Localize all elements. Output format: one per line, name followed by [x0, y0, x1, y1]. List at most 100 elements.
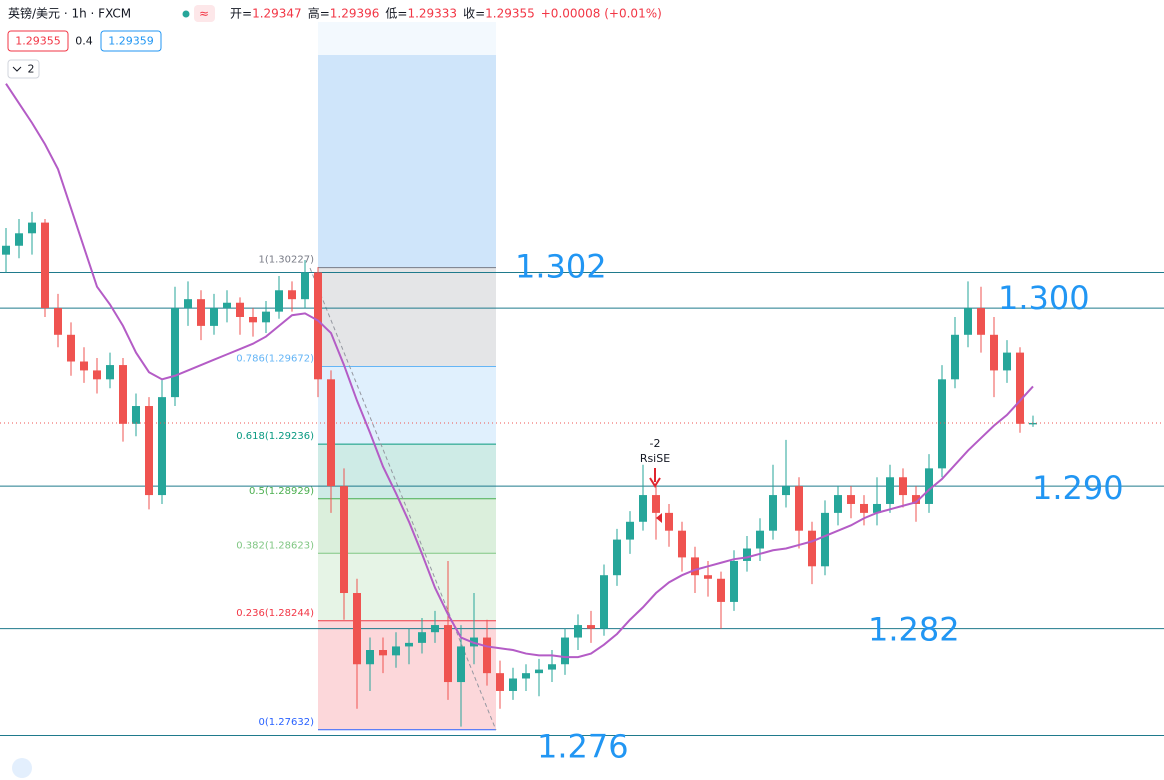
signal-name: RsiSE [640, 452, 670, 465]
ohlc-value: 1.29333 [407, 7, 457, 21]
level-label: 1.300 [998, 279, 1090, 317]
candle-body [548, 664, 556, 670]
candle-body [275, 290, 283, 312]
candle-body [652, 495, 660, 513]
candle-body [15, 233, 23, 246]
data-status-icon: ≈ [199, 7, 209, 21]
candle-body [158, 397, 166, 496]
candle-body [873, 503, 881, 513]
candle-body [886, 477, 894, 504]
candle-body [977, 308, 985, 335]
candle-body [54, 308, 62, 335]
candle-body [1029, 422, 1037, 425]
candle-body [1003, 352, 1011, 371]
candle-body [80, 361, 88, 371]
candle-body [626, 521, 634, 540]
candle-body [392, 646, 400, 656]
symbol-title: 英镑/美元 · 1h · FXCM [8, 6, 131, 21]
candle-body [925, 468, 933, 504]
logo [12, 758, 32, 778]
candle-body [340, 486, 348, 594]
candle-body [964, 308, 972, 335]
candle-body [600, 575, 608, 629]
ohlc-value: 1.29355 [485, 7, 535, 21]
candle-body [756, 530, 764, 549]
candle-body [431, 625, 439, 633]
candle-body [782, 486, 790, 496]
fib-level-label: 1(1.30227) [258, 255, 314, 266]
candle-body [717, 578, 725, 602]
candle-body [535, 669, 543, 674]
candle-body [912, 495, 920, 504]
candle-body [691, 557, 699, 576]
candle-body [314, 272, 322, 380]
level-label: 1.302 [515, 247, 607, 285]
fib-level-label: 0.382(1.28623) [236, 540, 314, 551]
candle-body [444, 625, 452, 683]
fib-level-label: 0.236(1.28244) [236, 608, 314, 619]
candle-body [730, 560, 738, 602]
candle-body [678, 530, 686, 558]
ohlc-label: 低= [385, 7, 407, 21]
ask-button[interactable] [100, 30, 162, 52]
indicators-toggle[interactable] [7, 59, 40, 79]
fib-zone [318, 366, 496, 445]
fib-level-label: 0.618(1.29236) [236, 431, 314, 442]
candle-body [951, 334, 959, 380]
bid-price: 1.29355 [15, 35, 61, 48]
fib-level-label: 0.786(1.29672) [236, 353, 314, 364]
candle-body [353, 593, 361, 665]
level-label: 1.276 [537, 727, 629, 765]
ohlc-value: 1.29396 [330, 7, 380, 21]
candle-body [405, 642, 413, 647]
candle-body [262, 311, 270, 323]
fib-level-label: 0.5(1.28929) [249, 486, 314, 497]
candle-body [743, 548, 751, 561]
candle-body [197, 299, 205, 326]
candle-body [457, 646, 465, 683]
ohlc-legend: 开= 1.29347 高= 1.29396 低= 1.29333 收= 1.29355 +0.0… [230, 6, 662, 21]
ohlc-label: 高= [308, 6, 330, 21]
candle-body [210, 308, 218, 326]
ohlc-label: 收= [463, 7, 485, 21]
candle-body [1016, 352, 1024, 424]
fib-level-label: 0(1.27632) [258, 717, 314, 728]
candle-body [106, 365, 114, 380]
candle-body [145, 406, 153, 496]
candle-body [522, 673, 530, 679]
moving-average-line [5, 83, 1034, 659]
candle-body [236, 302, 244, 317]
data-status[interactable] [194, 5, 215, 22]
candle-body [379, 650, 387, 656]
candle-body [509, 678, 517, 691]
date-range-highlight [318, 22, 496, 268]
signal: -2 RsiSE [640, 437, 670, 523]
candle-body [561, 637, 569, 665]
bid-button[interactable] [7, 30, 69, 52]
signal-value: -2 [650, 437, 661, 450]
candle-body [483, 637, 491, 674]
ohlc-label: 开= [230, 7, 252, 21]
fib-zone [318, 267, 496, 367]
candle-body [184, 299, 192, 309]
candle-body [41, 222, 49, 309]
horizontal-levels: 1.302 1.300 1.290 1.282 1.276 [0, 247, 1164, 765]
market-status[interactable] [182, 10, 190, 18]
candle-body [496, 673, 504, 691]
candle-body [938, 379, 946, 469]
candle-body [834, 495, 842, 513]
candle-body [769, 495, 777, 531]
ask-price: 1.29359 [108, 35, 154, 48]
candle-body [327, 379, 335, 487]
candle-body [990, 334, 998, 371]
signal-marker [656, 513, 662, 523]
background-layer [318, 22, 496, 268]
candle-body [418, 632, 426, 643]
spread: 0.4 [75, 35, 93, 48]
candles [0, 83, 1164, 727]
level-label: 1.290 [1032, 469, 1124, 507]
candle-body [704, 575, 712, 579]
indicators-count: 2 [28, 63, 35, 76]
candle-body [665, 512, 673, 531]
